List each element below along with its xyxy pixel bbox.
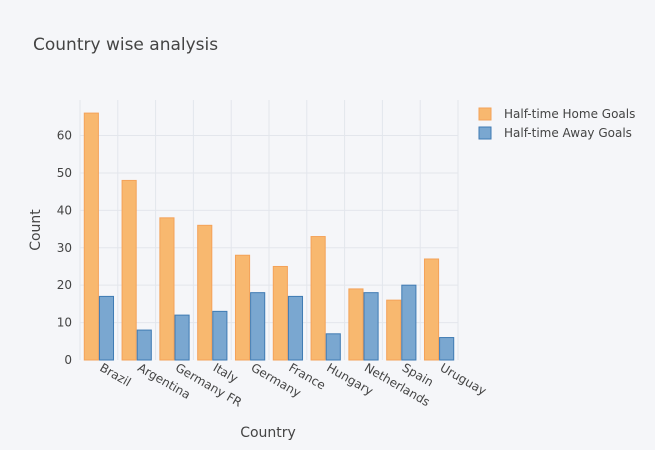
- legend-label[interactable]: Half-time Home Goals: [504, 107, 635, 121]
- y-tick-label: 20: [57, 278, 72, 292]
- bar-away-argentina[interactable]: [136, 329, 152, 361]
- bar-home-netherlands[interactable]: [348, 288, 364, 361]
- bar-away-germany[interactable]: [250, 292, 266, 361]
- bar-away-netherlands[interactable]: [363, 292, 379, 361]
- grid-lines: [79, 100, 459, 360]
- y-tick-label: 60: [57, 129, 72, 143]
- bar-home-france[interactable]: [272, 265, 288, 361]
- bar-home-uruguay[interactable]: [423, 258, 440, 361]
- bar-away-uruguay[interactable]: [439, 337, 455, 361]
- bars: [83, 112, 455, 361]
- bar-away-germany-fr[interactable]: [174, 314, 190, 361]
- y-tick-label: 10: [57, 316, 72, 330]
- y-tick-label: 40: [57, 203, 72, 217]
- bar-home-brazil[interactable]: [83, 112, 99, 361]
- y-tick-label: 30: [57, 241, 72, 255]
- y-axis-title: Count: [28, 209, 44, 251]
- bar-away-brazil[interactable]: [98, 295, 115, 361]
- bar-home-germany-fr[interactable]: [159, 217, 175, 361]
- legend-swatch[interactable]: [478, 126, 492, 140]
- y-tick-label: 0: [64, 353, 72, 367]
- bar-away-france[interactable]: [287, 295, 304, 361]
- bar-home-argentina[interactable]: [121, 179, 137, 361]
- chart-title: Country wise analysis: [33, 35, 218, 55]
- bar-away-spain[interactable]: [401, 284, 417, 361]
- bar-away-italy[interactable]: [212, 310, 228, 361]
- bar-home-italy[interactable]: [197, 224, 213, 361]
- y-tick-label: 50: [57, 166, 72, 180]
- legend-swatch[interactable]: [478, 107, 492, 121]
- bar-home-germany[interactable]: [234, 254, 251, 361]
- x-tick-label: Brazil: [97, 360, 133, 389]
- x-tick-label: Uruguay: [438, 360, 489, 398]
- bar-away-hungary[interactable]: [325, 333, 341, 361]
- x-axis-title: Country: [240, 425, 296, 441]
- legend-label[interactable]: Half-time Away Goals: [504, 126, 632, 140]
- bar-home-hungary[interactable]: [310, 236, 326, 361]
- legend[interactable]: Half-time Home Goals Half-time Away Goals: [478, 107, 635, 140]
- bar-home-spain[interactable]: [386, 299, 402, 361]
- y-tick-labels: 0 10 20 30 40 50 60: [57, 129, 72, 367]
